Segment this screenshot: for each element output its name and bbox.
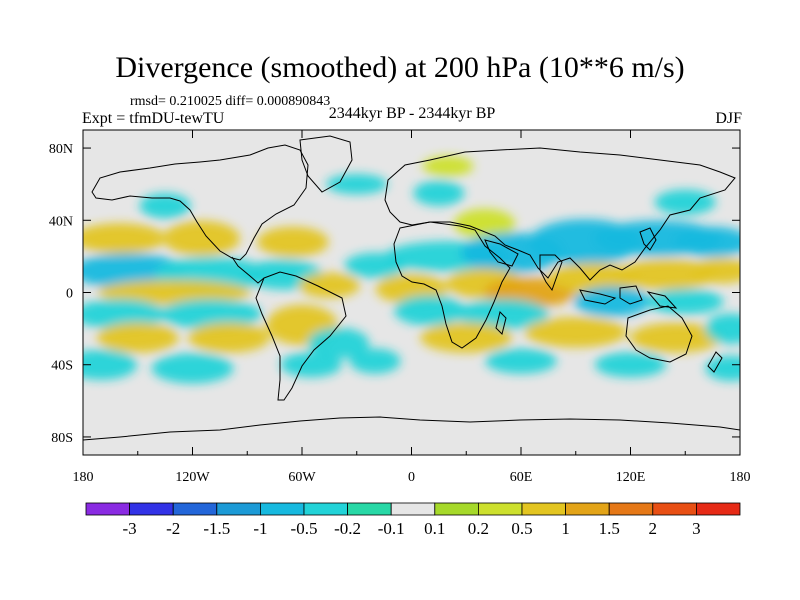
colorbar-swatch	[434, 502, 479, 516]
y-tick-label: 80N	[49, 142, 73, 157]
divergence-blob	[307, 327, 370, 359]
colorbar-label: 3	[692, 519, 701, 538]
field-blobs	[83, 156, 740, 384]
y-tick-label: 40N	[49, 214, 73, 229]
divergence-blob	[83, 223, 166, 254]
colorbar-label: -0.5	[291, 519, 318, 538]
divergence-blob	[646, 288, 724, 315]
divergence-blob	[485, 348, 557, 374]
divergence-blob	[453, 208, 516, 240]
x-tick-label: 0	[408, 470, 415, 485]
colorbar-label: 1	[561, 519, 570, 538]
divergence-blob	[422, 156, 474, 177]
x-tick-label: 180	[73, 470, 94, 485]
divergence-blob	[413, 180, 465, 206]
x-tick-label: 120W	[175, 470, 210, 485]
colorbar-swatch	[85, 502, 130, 516]
experiment-label: Expt = tfmDU-tewTU	[82, 110, 225, 127]
divergence-blob	[298, 272, 361, 298]
colorbar-swatch	[347, 502, 392, 516]
colorbar-swatch	[129, 502, 174, 516]
divergence-blob	[705, 313, 740, 344]
colorbar-swatch	[172, 502, 218, 516]
y-tick-label: 0	[66, 287, 73, 302]
colorbar-label: -3	[123, 519, 137, 538]
divergence-blob	[139, 193, 191, 219]
chart-title: Divergence (smoothed) at 200 hPa (10**6 …	[115, 51, 685, 84]
x-tick-label: 60E	[510, 470, 533, 485]
season-label: DJF	[715, 110, 742, 127]
divergence-blob	[83, 299, 166, 330]
divergence-blob	[96, 322, 179, 353]
divergence-blob	[393, 295, 466, 326]
divergence-blob	[280, 352, 342, 378]
divergence-blob	[691, 258, 740, 284]
divergence-blob	[548, 262, 640, 294]
divergence-blob	[163, 220, 240, 257]
divergence-blob	[654, 189, 716, 215]
x-tick-label: 180	[730, 470, 751, 485]
divergence-blob	[615, 259, 719, 290]
divergence-blob	[524, 317, 627, 348]
colorbar-label: 0.1	[424, 519, 445, 538]
y-tick-label: 80S	[51, 431, 73, 446]
colorbar-swatch	[696, 502, 741, 516]
divergence-blob	[630, 322, 723, 353]
y-tick-label: 40S	[51, 359, 73, 374]
colorbar-label: -2	[166, 519, 180, 538]
divergence-blob	[151, 353, 234, 384]
divergence-blob	[420, 322, 513, 353]
colorbar: -3 -2 -1.5 -1 -0.5 -0.2 -0.1 0.1 0.2 0.5 1 1.5 2 3	[85, 502, 741, 538]
divergence-blob	[257, 226, 329, 258]
colorbar-label: 1.5	[599, 519, 620, 538]
divergence-blob	[188, 322, 270, 353]
colorbar-swatch	[390, 502, 436, 516]
divergence-field	[83, 156, 740, 384]
colorbar-label: -1	[253, 519, 267, 538]
divergence-blob	[705, 355, 740, 381]
colorbar-label: -0.2	[334, 519, 361, 538]
colorbar-label: 0.2	[468, 519, 489, 538]
x-tick-label: 60W	[288, 470, 316, 485]
divergence-blob	[97, 279, 251, 306]
axis-ticks: 180 120W 60W 0 60E 120E 180 80N 40N 0 40S 80S	[49, 130, 751, 485]
stats-label: rmsd= 0.210025 diff= 0.000890843	[130, 94, 331, 109]
colorbar-swatch	[216, 502, 261, 516]
divergence-blob	[159, 299, 262, 330]
x-tick-label: 120E	[616, 470, 646, 485]
colorbar-label: 2	[649, 519, 658, 538]
colorbar-label: 0.5	[511, 519, 532, 538]
colorbar-swatch	[608, 502, 654, 516]
colorbar-swatch	[652, 502, 697, 516]
colorbar-swatch	[521, 502, 566, 516]
colorbar-label: -0.1	[378, 519, 405, 538]
colorbar-swatch	[303, 502, 348, 516]
period-label: 2344kyr BP - 2344kyr BP	[328, 105, 496, 122]
divergence-blob	[674, 226, 740, 258]
divergence-blob	[594, 352, 667, 378]
coastlines	[83, 135, 740, 441]
colorbar-swatch	[259, 502, 305, 516]
colorbar-swatch	[565, 502, 610, 516]
divergence-blob	[349, 348, 401, 374]
divergence-blob	[573, 286, 651, 317]
colorbar-swatch	[477, 502, 523, 516]
colorbar-label: -1.5	[203, 519, 230, 538]
divergence-blob	[83, 349, 138, 380]
